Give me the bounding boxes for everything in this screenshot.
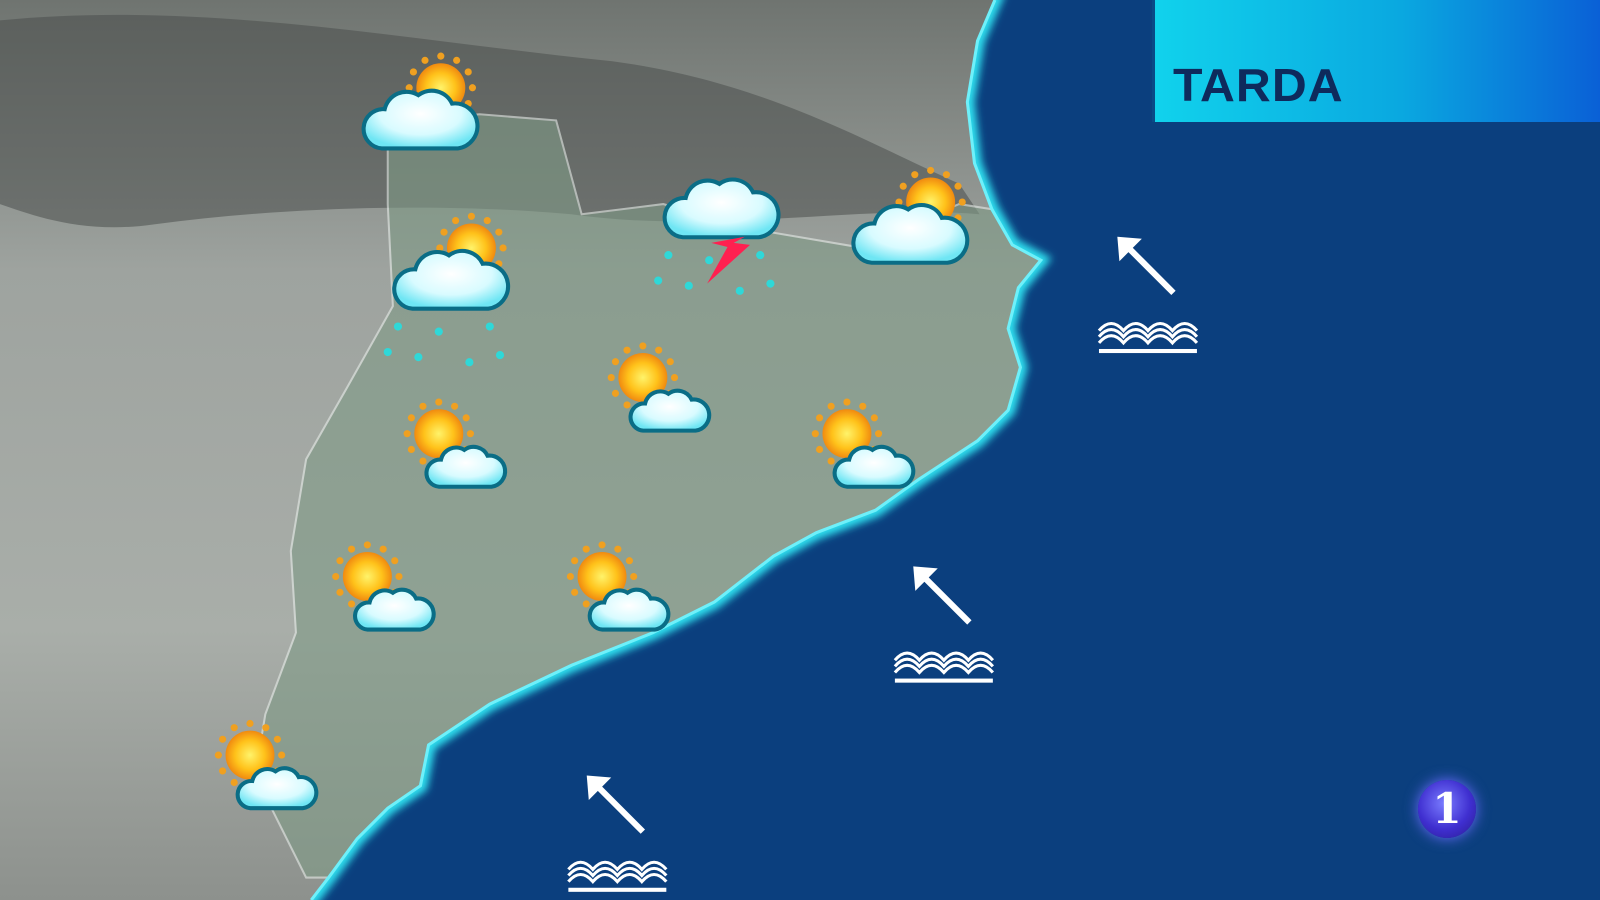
weather-icon-cloud-sun xyxy=(851,166,970,265)
weather-icon-sun-cloud xyxy=(332,541,436,632)
cloud-icon xyxy=(353,587,436,632)
sun-icon xyxy=(607,342,679,413)
weather-icon-cloud-sun xyxy=(361,52,480,151)
channel-logo: 1 xyxy=(1418,780,1476,838)
cloud-icon xyxy=(587,587,671,632)
wind-arrow-northwest-icon xyxy=(913,566,972,625)
lightning-icon xyxy=(707,236,750,284)
rain-icon xyxy=(383,322,505,367)
coastline xyxy=(310,0,1044,900)
wind-arrow-northwest-icon xyxy=(586,775,646,834)
weather-icon-sun-cloud xyxy=(566,541,671,632)
waves-icon xyxy=(1097,321,1199,354)
waves-icon xyxy=(567,860,668,892)
waves-icon xyxy=(893,651,995,683)
cloud-icon xyxy=(235,766,319,811)
time-of-day-banner: TARDA xyxy=(1152,0,1600,122)
cloud-icon xyxy=(392,248,511,311)
cloud-icon xyxy=(361,88,480,151)
cloud-icon xyxy=(662,177,781,240)
weather-icon-cloud-thunderstorm-rain xyxy=(654,177,781,295)
weather-icon-sun-cloud xyxy=(403,398,508,489)
logo-text: 1 xyxy=(1432,784,1462,833)
rain-icon xyxy=(654,251,775,295)
cloud-icon xyxy=(851,202,970,265)
sun-icon xyxy=(214,719,286,791)
weather-icon-sun-cloud xyxy=(811,398,916,489)
weather-icon-sun-cloud xyxy=(607,342,712,433)
sea-condition xyxy=(893,566,995,683)
weather-icon-sun-cloud xyxy=(214,719,319,811)
sea-condition xyxy=(567,775,668,892)
weather-icon-cloud-sun-rain xyxy=(383,212,511,367)
cloud-icon xyxy=(424,444,508,489)
title: TARDA xyxy=(1173,59,1344,111)
wind-arrow-northwest-icon xyxy=(1117,236,1176,296)
sea-condition xyxy=(1097,236,1199,354)
cloud-icon xyxy=(628,388,712,433)
cloud-icon xyxy=(832,444,916,489)
